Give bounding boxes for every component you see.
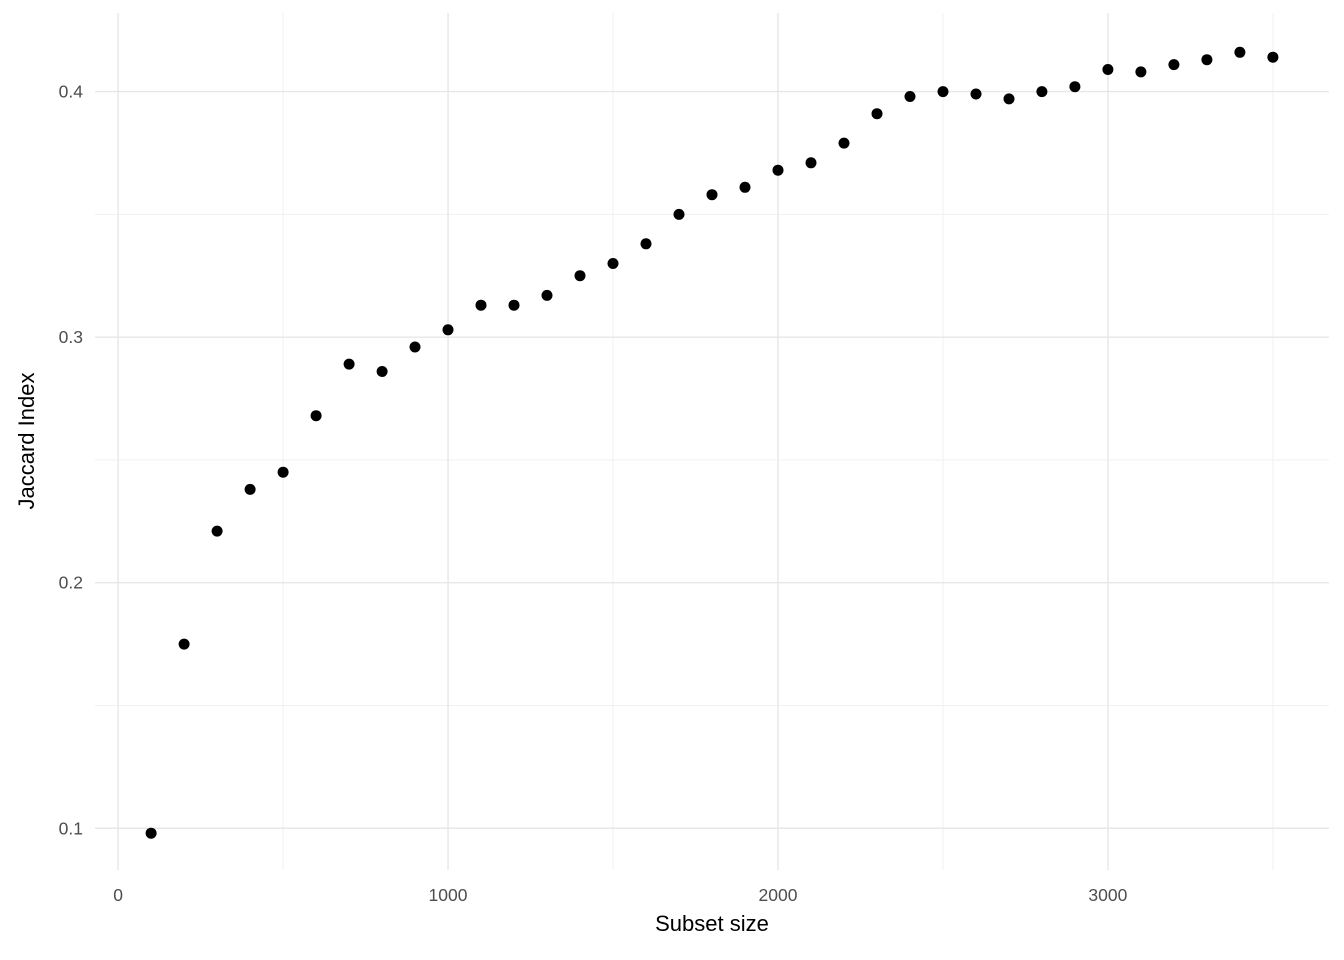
data-point	[673, 208, 685, 220]
data-point	[343, 358, 355, 370]
data-point	[475, 299, 487, 311]
data-point	[838, 137, 850, 149]
data-point	[1069, 81, 1081, 93]
data-point	[178, 638, 190, 650]
data-point	[145, 827, 157, 839]
points-group	[145, 46, 1279, 839]
data-point	[871, 108, 883, 120]
tick-labels-group: 0 1000 2000 3000 0.1 0.2 0.3 0.4	[59, 82, 1128, 905]
x-tick-label: 3000	[1088, 885, 1127, 905]
data-point	[211, 525, 223, 537]
y-tick-label: 0.4	[59, 82, 84, 102]
data-point	[541, 289, 553, 301]
data-point	[1036, 86, 1048, 98]
data-point	[508, 299, 520, 311]
x-axis-title: Subset size	[655, 911, 769, 936]
data-point	[1135, 66, 1147, 78]
data-point	[739, 181, 751, 193]
y-axis-title: Jaccard Index	[14, 372, 39, 510]
data-point	[277, 466, 289, 478]
data-point	[1003, 93, 1015, 105]
data-point	[937, 86, 949, 98]
data-point	[904, 91, 916, 102]
data-point	[1102, 64, 1114, 75]
data-point	[1267, 51, 1279, 63]
y-tick-label: 0.1	[59, 818, 83, 838]
y-tick-label: 0.2	[59, 573, 83, 593]
x-tick-label: 2000	[759, 885, 798, 905]
data-point	[376, 366, 388, 377]
data-point	[1168, 59, 1180, 71]
grid-minor-group	[95, 13, 1329, 870]
x-tick-label: 0	[113, 885, 123, 905]
data-point	[1234, 46, 1246, 58]
data-point	[574, 270, 586, 282]
data-point	[970, 88, 982, 100]
data-point	[805, 157, 817, 169]
y-tick-label: 0.3	[59, 327, 83, 347]
data-point	[409, 341, 421, 353]
data-point	[640, 238, 652, 250]
x-tick-label: 1000	[429, 885, 468, 905]
data-point	[1201, 54, 1213, 66]
data-point	[607, 258, 619, 269]
data-point	[706, 189, 718, 201]
grid-major-group	[95, 13, 1329, 870]
data-point	[310, 410, 322, 422]
data-point	[244, 483, 256, 495]
data-point	[442, 324, 454, 336]
data-point	[772, 164, 784, 176]
